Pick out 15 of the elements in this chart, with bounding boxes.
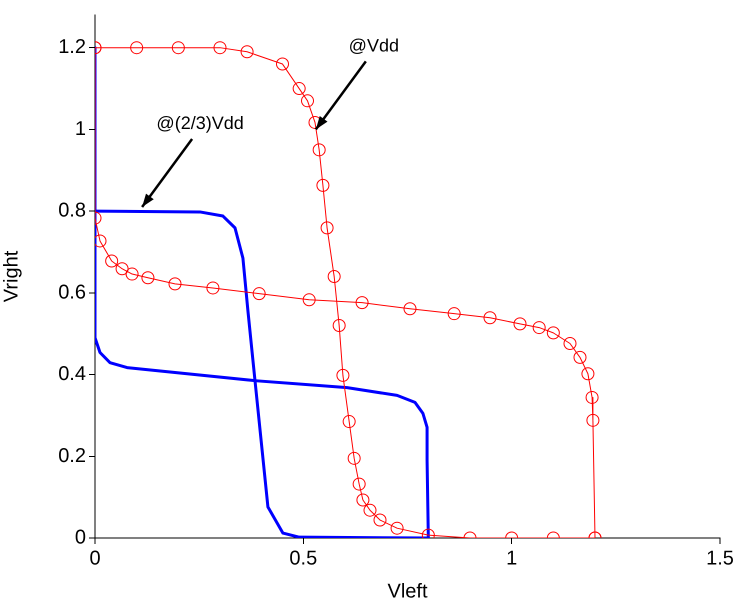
x-tick-label: 0.5 (289, 548, 318, 570)
y-axis-title: Vright (0, 250, 23, 302)
y-tick-label: 0.2 (58, 444, 86, 467)
y-tick-label: 0.8 (58, 200, 86, 222)
y-tick-label: 0.4 (58, 363, 86, 386)
annotation: @(2/3)Vdd (156, 113, 244, 134)
x-tick-label: 0 (89, 548, 101, 570)
y-tick-label: 0 (74, 526, 86, 549)
annotation: @Vdd (348, 35, 399, 56)
y-tick-label: 0.6 (58, 281, 86, 304)
y-tick-label: 1.2 (58, 36, 86, 58)
x-axis-title: Vleft (387, 580, 428, 603)
x-tick-label: 1 (506, 548, 518, 570)
x-tick-label: 1.5 (706, 548, 734, 570)
y-tick-label: 1 (74, 118, 86, 140)
